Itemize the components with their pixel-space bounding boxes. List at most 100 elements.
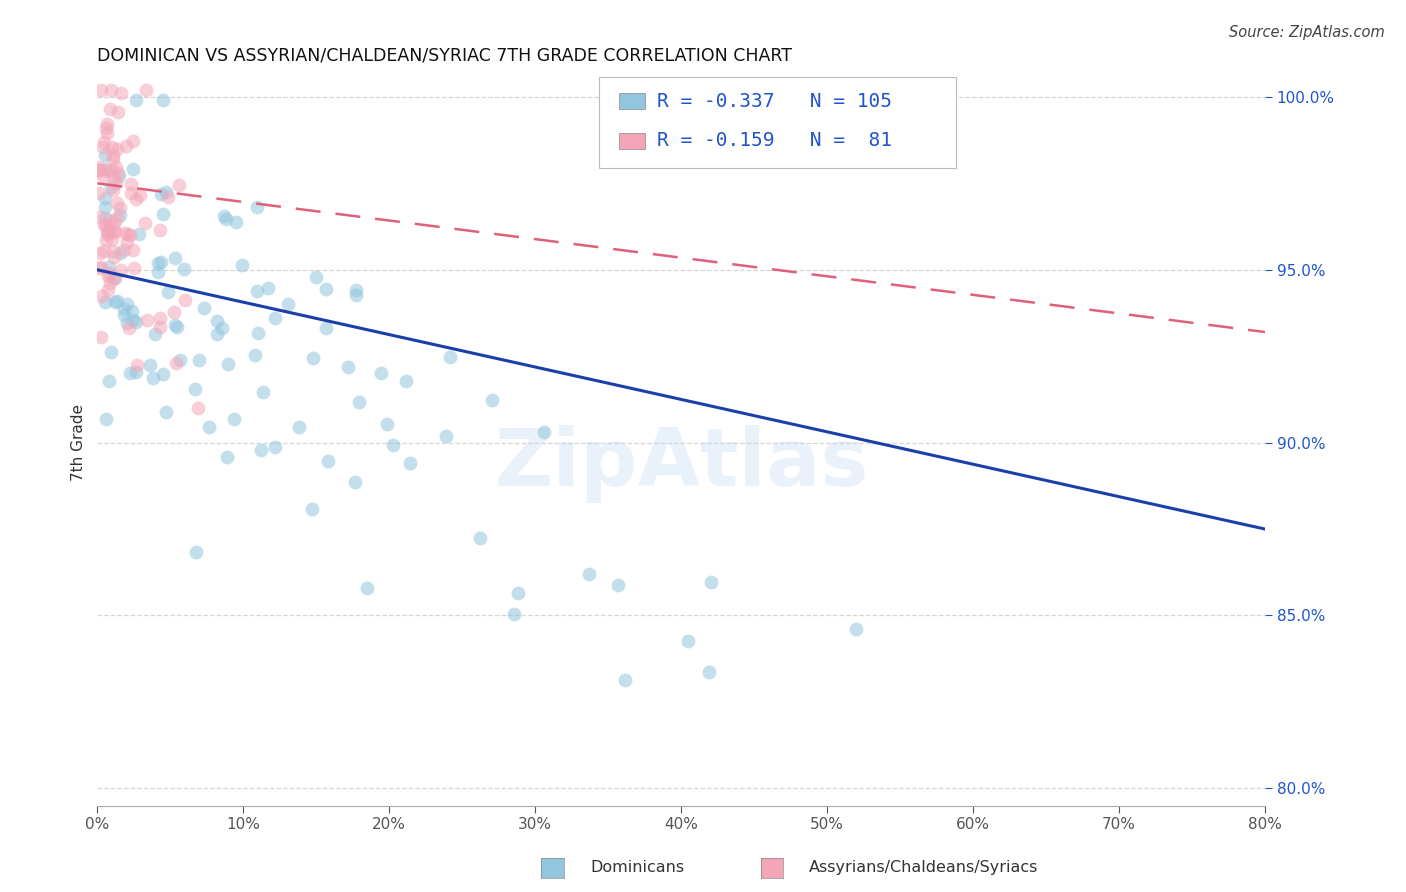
Point xyxy=(94,211,117,225)
Text: Assyrians/Chaldeans/Syriacs: Assyrians/Chaldeans/Syriacs xyxy=(808,860,1038,874)
Point xyxy=(346,283,368,297)
Point xyxy=(110,262,132,277)
Point xyxy=(121,313,143,327)
Point xyxy=(115,316,138,330)
Point xyxy=(105,294,128,309)
Point xyxy=(356,581,378,595)
Point xyxy=(96,117,118,131)
Point xyxy=(104,270,127,285)
Point xyxy=(533,425,555,440)
Point xyxy=(97,223,120,237)
Point xyxy=(382,438,405,452)
Point xyxy=(165,251,187,265)
Point xyxy=(98,102,121,116)
Point xyxy=(103,216,125,230)
Point xyxy=(166,319,188,334)
Text: R = -0.159   N =  81: R = -0.159 N = 81 xyxy=(657,131,891,150)
Text: ZipAtlas: ZipAtlas xyxy=(494,425,869,503)
Point xyxy=(263,310,285,325)
Point xyxy=(315,321,337,335)
Point xyxy=(184,382,207,396)
Point xyxy=(217,358,239,372)
Point xyxy=(115,235,138,249)
Text: DOMINICAN VS ASSYRIAN/CHALDEAN/SYRIAC 7TH GRADE CORRELATION CHART: DOMINICAN VS ASSYRIAN/CHALDEAN/SYRIAC 7T… xyxy=(97,46,793,64)
Point xyxy=(212,209,235,223)
Point xyxy=(100,162,122,177)
Point xyxy=(146,256,169,270)
Point xyxy=(89,261,111,276)
Point xyxy=(506,586,529,600)
Point xyxy=(103,172,125,186)
Point xyxy=(198,420,221,434)
Point xyxy=(90,83,112,97)
Point xyxy=(103,250,125,264)
Point xyxy=(117,227,139,241)
Point xyxy=(186,545,208,559)
Point xyxy=(87,160,110,174)
Point xyxy=(120,366,142,380)
Point xyxy=(97,225,120,239)
Point xyxy=(187,401,209,415)
Point xyxy=(110,86,132,100)
Point xyxy=(117,321,139,335)
Point xyxy=(98,212,121,227)
Point xyxy=(97,374,120,388)
Point xyxy=(93,148,115,162)
Point xyxy=(252,385,274,400)
Point xyxy=(700,574,723,589)
Point xyxy=(93,162,115,177)
Point xyxy=(336,359,359,374)
Point xyxy=(301,501,323,516)
Point xyxy=(93,191,115,205)
Point xyxy=(96,126,118,140)
Point xyxy=(613,673,636,687)
Point xyxy=(149,319,172,334)
Point xyxy=(399,456,422,470)
Point xyxy=(173,262,195,277)
Point xyxy=(93,218,115,232)
Point xyxy=(347,395,370,409)
Point xyxy=(395,374,418,388)
Bar xyxy=(619,133,645,149)
Point xyxy=(91,289,114,303)
Point xyxy=(128,227,150,241)
Point xyxy=(439,351,461,365)
Point xyxy=(344,475,367,490)
Point xyxy=(114,226,136,240)
Point xyxy=(250,442,273,457)
Point xyxy=(163,318,186,332)
Point xyxy=(125,192,148,206)
Point xyxy=(205,327,228,342)
Point xyxy=(124,315,146,329)
Point xyxy=(87,163,110,178)
Point xyxy=(103,270,125,285)
Point xyxy=(108,208,131,222)
Point xyxy=(104,160,127,174)
Point xyxy=(149,311,172,326)
Point xyxy=(96,164,118,178)
Point xyxy=(104,294,127,309)
Point xyxy=(100,345,122,359)
Point xyxy=(167,178,190,192)
Point xyxy=(193,301,215,315)
Point xyxy=(187,353,209,368)
Point xyxy=(89,162,111,177)
FancyBboxPatch shape xyxy=(599,78,956,169)
Point xyxy=(93,135,115,149)
Point xyxy=(302,351,325,365)
Point xyxy=(149,223,172,237)
Point xyxy=(107,166,129,180)
Point xyxy=(257,281,280,295)
Point xyxy=(149,255,172,269)
Point xyxy=(277,297,299,311)
Point xyxy=(118,227,141,242)
Point xyxy=(101,153,124,167)
Point xyxy=(89,186,111,200)
Point xyxy=(165,356,187,370)
Point xyxy=(288,420,311,434)
Point xyxy=(434,429,457,443)
Point xyxy=(468,532,491,546)
Point xyxy=(98,260,121,275)
Point xyxy=(122,243,145,257)
Point xyxy=(135,83,157,97)
